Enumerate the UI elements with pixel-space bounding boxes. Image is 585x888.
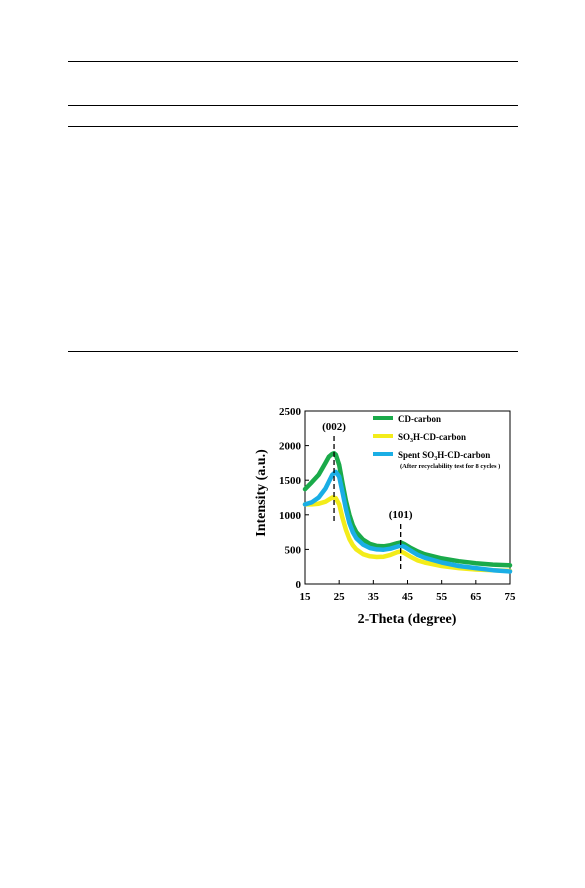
legend-label-2: Spent SO3H-CD-carbon — [398, 450, 490, 462]
y-tick-label-5: 2500 — [279, 406, 302, 418]
x-tick-label-1: 25 — [334, 591, 346, 603]
series-group — [302, 450, 513, 574]
y-tick-label-0: 0 — [296, 579, 302, 591]
y-axis-label: Intensity (a.u.) — [254, 449, 269, 537]
x-tick-label-4: 55 — [436, 591, 448, 603]
x-tick-label-3: 45 — [402, 591, 414, 603]
x-tick-label-5: 65 — [470, 591, 482, 603]
legend: CD-carbon SO3H-CD-carbon Spent SO3H-CD-car… — [373, 414, 500, 470]
x-tick-label-0: 15 — [300, 591, 312, 603]
xrd-chart: 15 25 35 45 55 65 75 0 500 1000 1500 2000 2500 (002)… — [254, 406, 516, 627]
y-tick-label-1: 500 — [285, 544, 302, 556]
y-tick-label-2: 1000 — [279, 510, 302, 522]
annotation-label-1: (101) — [389, 509, 413, 521]
plot-area: 15 25 35 45 55 65 75 0 500 1000 1500 2000 2500 — [279, 406, 516, 603]
top-rule-3 — [68, 126, 518, 127]
y-tick-label-4: 2000 — [279, 441, 302, 453]
legend-label-0: CD-carbon — [398, 414, 441, 424]
legend-label-1: SO3H-CD-carbon — [398, 432, 466, 444]
series-line-0 — [302, 450, 513, 568]
legend-note-2: (After recyclability test for 8 cycles ) — [400, 463, 500, 470]
annotation-group: (002) (101) — [322, 421, 413, 572]
top-rule-1 — [68, 61, 518, 62]
annotation-label-0: (002) — [322, 421, 346, 433]
series-line-2 — [302, 469, 513, 574]
x-tick-label-6: 75 — [505, 591, 517, 603]
x-axis-label: 2-Theta (degree) — [358, 612, 457, 627]
y-tick-label-3: 1500 — [279, 475, 302, 487]
top-rule-2 — [68, 105, 518, 106]
middle-rule — [68, 351, 518, 352]
x-tick-label-2: 35 — [368, 591, 380, 603]
series-line-1 — [302, 495, 513, 574]
